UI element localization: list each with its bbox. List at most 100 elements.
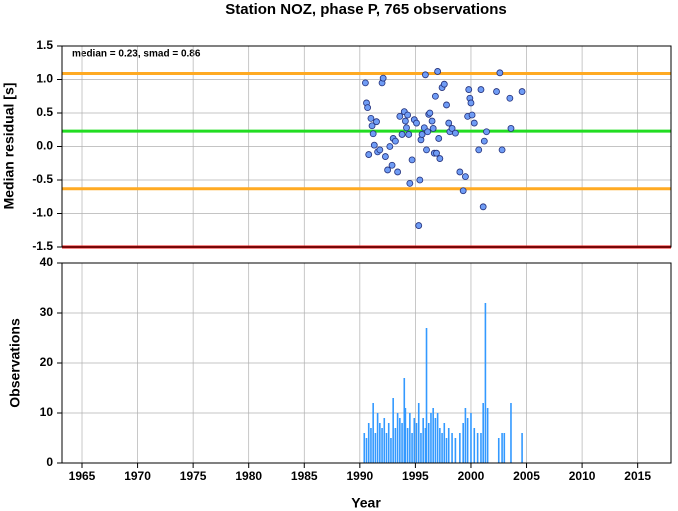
y-axis-label: Observations [7,318,23,408]
point [456,168,464,176]
point [394,168,402,176]
point [432,92,439,100]
point [391,137,399,145]
point [434,68,442,75]
point [465,86,473,93]
x-tick-label: 2005 [513,469,540,483]
bar [367,423,370,463]
bar [413,418,416,463]
point [483,128,490,136]
point [364,104,372,112]
annotation: median = 0.23, smad = 0.86 [72,49,201,60]
point [418,131,426,138]
bar [482,403,484,463]
x-tick-label: 2000 [458,469,485,483]
bar [466,418,469,463]
bar [370,428,372,463]
point [470,119,478,127]
bar [451,433,453,463]
bar [470,413,472,463]
bar [497,438,500,463]
point [435,135,443,142]
y-tick-label: 30 [40,305,54,319]
point [436,155,444,162]
bar [445,438,448,463]
point [459,187,467,195]
bar [403,378,406,463]
bar [379,423,381,463]
bar [396,413,399,463]
plot-frame [61,262,672,464]
point [396,112,404,120]
bar [374,433,377,463]
bar [503,433,506,463]
point [384,166,392,174]
point [368,122,376,130]
bar [385,433,388,463]
point [406,179,414,187]
point [479,203,487,211]
point [506,94,514,102]
point [475,146,483,154]
bar [501,433,503,463]
bar [486,408,489,463]
bar [365,438,368,463]
x-tick-label: 1975 [180,469,207,483]
bar [443,423,446,463]
point [467,99,475,107]
bar [473,428,476,463]
point [462,173,469,181]
x-axis-label: Year [351,495,381,511]
point [424,128,432,136]
bar [441,433,443,463]
bar [459,433,461,463]
bar [425,328,428,463]
point [367,114,375,122]
bar [390,438,392,463]
bar [417,403,420,463]
bar [447,428,450,463]
x-tick-label: 1970 [124,469,151,483]
point [413,119,420,127]
bar [415,423,418,463]
point [398,131,406,138]
bar [392,398,394,463]
y-tick-label: 1.0 [36,72,53,86]
point [381,153,389,160]
point [518,88,526,95]
y-tick-label: 20 [40,355,54,369]
bar [401,423,403,463]
bar [464,408,467,463]
point [369,130,377,138]
point [433,149,440,157]
point [452,129,459,137]
bar [424,428,427,463]
bar [476,433,479,463]
y-tick-label: 0.5 [36,105,53,119]
point [365,151,373,158]
point [370,141,378,149]
x-tick-label: 1985 [291,469,318,483]
y-tick-label: -1.0 [32,206,53,220]
chart-title: Station NOZ, phase P, 765 observations [225,1,506,18]
point [376,146,384,154]
point [416,176,424,184]
point [443,101,450,109]
bar [454,438,457,463]
point [421,71,429,79]
point [388,161,396,169]
point [417,136,425,144]
point [480,137,488,145]
bar [372,403,374,463]
bar [399,418,401,463]
y-tick-label: 0 [46,455,53,469]
bar [404,408,407,463]
point [429,125,437,132]
point [493,88,500,95]
bar [434,418,437,463]
point [498,146,506,154]
x-tick-label: 1980 [235,469,262,483]
point [423,146,430,154]
point [445,119,453,127]
